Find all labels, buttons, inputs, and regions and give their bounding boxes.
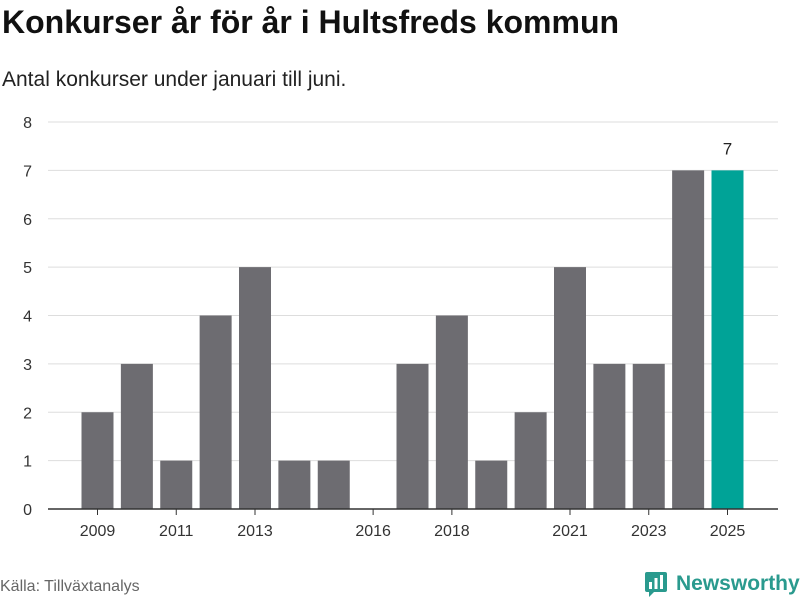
source-note: Källa: Tillväxtanalys [0, 578, 140, 595]
x-tick-label: 2023 [631, 523, 667, 540]
bars [81, 170, 744, 509]
data-label: 7 [723, 139, 732, 158]
labels: 0 1 2 3 4 5 6 7 8 2009 2011 2013 2016 2018 2021 2023 202… [23, 115, 745, 540]
bar-2017 [396, 363, 429, 509]
x-tick-label: 2018 [434, 523, 470, 540]
bar-2011 [160, 460, 193, 509]
x-tick-label: 2021 [552, 523, 588, 540]
x-tick-label: 2009 [80, 523, 116, 540]
bar-2020 [514, 412, 547, 509]
bar-2019 [475, 460, 508, 509]
y-tick-label: 0 [23, 502, 32, 519]
bar-2024 [672, 170, 705, 509]
y-tick-label: 8 [23, 115, 32, 132]
bar-2009 [81, 412, 114, 509]
x-tick-label: 2013 [237, 523, 273, 540]
bar-2012 [199, 315, 232, 509]
bar-2025 [711, 170, 744, 509]
y-tick-label: 7 [23, 163, 32, 180]
y-tick-label: 5 [23, 260, 32, 277]
bar-2023 [632, 363, 665, 509]
x-tick-label: 2016 [355, 523, 391, 540]
y-tick-label: 2 [23, 405, 32, 422]
y-tick-label: 1 [23, 454, 32, 471]
y-tick-label: 3 [23, 357, 32, 374]
chart-subtitle: Antal konkurser under januari till juni. [2, 68, 347, 91]
bar-2022 [593, 363, 626, 509]
bar-2021 [554, 267, 586, 509]
x-tick-label: 2011 [159, 523, 194, 540]
brand-logo: Newsworthy [644, 570, 800, 598]
bar-2015 [317, 460, 350, 509]
bar-2014 [278, 460, 311, 509]
y-tick-label: 6 [23, 212, 32, 229]
newsworthy-chart-icon [645, 572, 667, 597]
brand-name: Newsworthy [676, 572, 800, 595]
bar-2010 [120, 363, 153, 509]
bar-2018 [435, 315, 468, 509]
bar-chart: 0 1 2 3 4 5 6 7 8 2009 2011 2013 2016 2018 2021 2023 202… [23, 115, 778, 540]
y-tick-label: 4 [23, 309, 32, 326]
bar-2013 [239, 267, 271, 509]
x-tick-label: 2025 [710, 523, 746, 540]
axes [48, 508, 778, 515]
chart-title: Konkurser år för år i Hultsfreds kommun [2, 4, 620, 40]
